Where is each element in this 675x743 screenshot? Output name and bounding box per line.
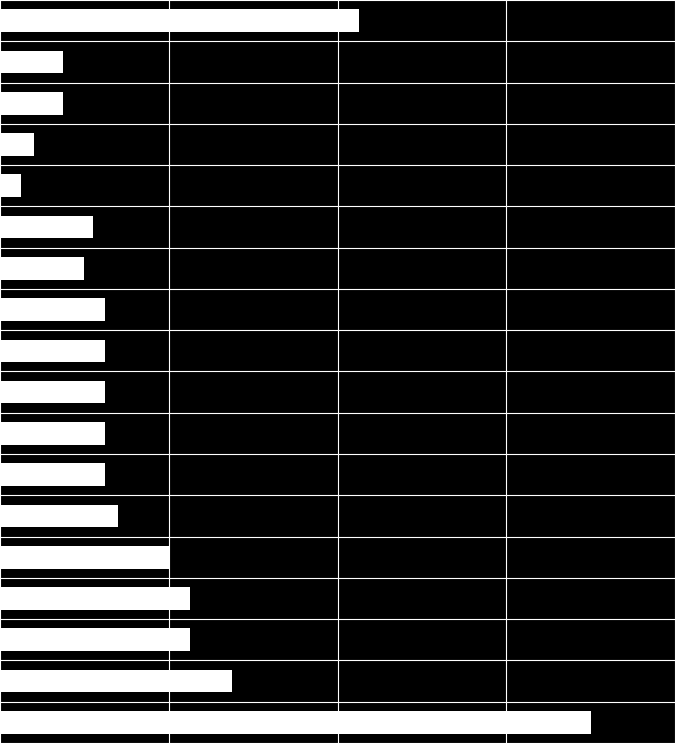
Bar (0, 298, 105, 321)
Bar (0, 711, 591, 734)
Bar (0, 340, 105, 362)
Bar (0, 629, 190, 651)
Bar (0, 380, 105, 403)
Bar (0, 504, 118, 528)
Bar (0, 133, 34, 156)
Bar (0, 215, 93, 239)
Bar (0, 51, 63, 74)
Bar (0, 546, 169, 568)
Bar (0, 92, 63, 114)
Bar (0, 257, 84, 279)
Bar (0, 175, 21, 197)
Bar (0, 422, 105, 445)
Bar (0, 669, 232, 692)
Bar (0, 9, 358, 32)
Bar (0, 587, 190, 610)
Bar (0, 464, 105, 486)
